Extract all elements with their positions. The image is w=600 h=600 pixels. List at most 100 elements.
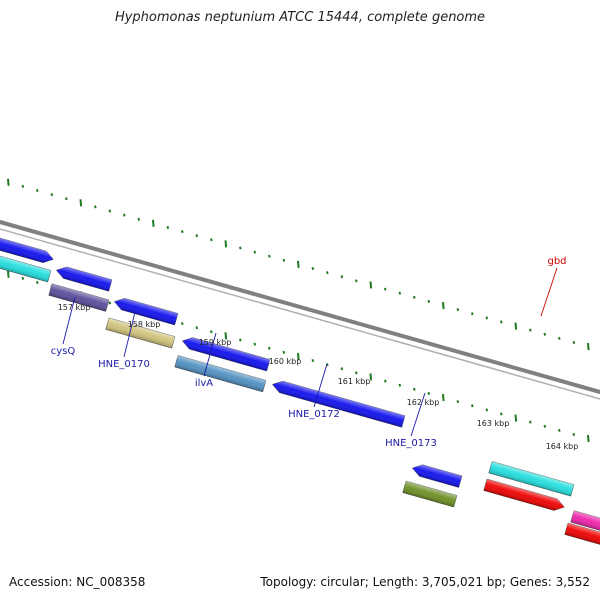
outer-tick [166,225,170,229]
kbp-label: 161 kbp [338,377,371,386]
kbp-labels: 157 kbp 158 kbp 159 kbp 160 kbp 161 kbp 162 k… [58,303,579,451]
gene-labels: cysQ HNE_0170 ilvA HNE_0172 HNE_0173 gbd [51,256,567,449]
gene-shine [0,236,54,263]
leader-line [62,296,76,345]
gene-shine [402,481,457,508]
gene-shine [488,461,575,497]
outer-tick [398,291,402,295]
inner-tick [21,276,25,280]
gene-shine [412,464,462,488]
gene-arrow [48,283,110,312]
inner-tick [108,301,112,305]
inner-tick [529,420,532,424]
inner-tick [7,270,10,278]
inner-tick [355,371,358,375]
outer-tick [471,312,474,316]
gene-arrow [564,522,600,545]
leader-line [313,363,328,408]
kbp-label: 158 kbp [128,320,161,329]
outer-tick [123,213,126,217]
kbp-label: 160 kbp [269,357,302,366]
inner-tick [427,391,431,395]
outer-tick [268,254,271,258]
inner-tick [282,350,286,354]
outer-tick [456,308,460,312]
outer-tick [224,240,228,248]
gene-arrow [174,355,267,393]
outer-tick [413,295,416,299]
inner-tick [311,359,315,363]
gene-arrow [412,464,463,488]
inner-tick [210,330,213,334]
outer-tick [50,193,54,197]
outer-tick [529,328,532,332]
inner-tick [398,383,402,387]
gene-features [0,236,600,545]
gene-shine [114,298,178,325]
inner-tick [456,400,460,404]
outer-tick [572,341,576,344]
outer-tick [384,287,387,291]
genome-summary-text: Topology: circular; Length: 3,705,021 bp… [260,575,590,589]
gene-arrow [114,298,179,326]
outer-tick [210,238,213,242]
outer-tick [369,281,373,289]
gene-arrow [483,478,565,511]
outer-tick [7,178,10,186]
leader-line [203,332,217,377]
inner-tick [514,414,518,422]
inner-tick [543,424,547,428]
inner-tick [340,367,344,371]
outer-tick [297,260,300,269]
gene-shine [174,355,266,392]
inner-tick [485,408,489,412]
outer-tick [94,205,97,209]
gene-arrow [0,254,52,283]
gene-arrow [182,337,271,372]
outer-tick [543,332,547,336]
outer-tick [514,322,518,330]
genome-backbone [0,219,600,400]
gene-arrow [402,480,458,508]
inner-tick [224,332,228,340]
outer-tick [152,219,155,227]
gene-shine [483,478,565,511]
gene-arrow [56,266,113,292]
outer-tick [340,275,344,279]
inner-tick [572,433,576,436]
outer-tick [79,199,83,207]
outer-tick [108,209,112,213]
gene-label-hne_0172: HNE_0172 [288,409,340,420]
gene-shine [0,254,52,282]
outer-tick [311,267,315,271]
inner-tick [384,379,387,383]
inner-tick [239,338,242,342]
inner-tick [369,373,373,381]
gene-label-hne_0170: HNE_0170 [98,359,150,370]
gene-shine [182,337,271,372]
inner-tick [500,412,503,416]
outer-tick [253,250,257,254]
inner-tick [268,346,271,350]
inner-tick [297,352,300,361]
kbp-label: 163 kbp [477,419,510,428]
outer-tick [282,258,286,262]
inner-tick [558,428,561,432]
gene-arrow [105,317,176,349]
gene-label-gbd: gbd [547,256,566,267]
inner-tick [413,387,416,391]
outer-tick [326,271,329,275]
leader-line [123,311,136,358]
gene-arrow [272,380,406,428]
inner-tick [587,435,590,443]
inner-tick [195,326,199,330]
gene-label-ilva: ilvA [195,378,213,389]
leader-line [410,392,426,437]
accession-text: Accession: NC_008358 [9,575,146,589]
leader-line [540,267,558,317]
outer-tick [587,343,590,351]
gene-label-cysq: cysQ [51,346,76,357]
inner-tick [471,404,474,408]
gene-arrow [570,510,600,531]
